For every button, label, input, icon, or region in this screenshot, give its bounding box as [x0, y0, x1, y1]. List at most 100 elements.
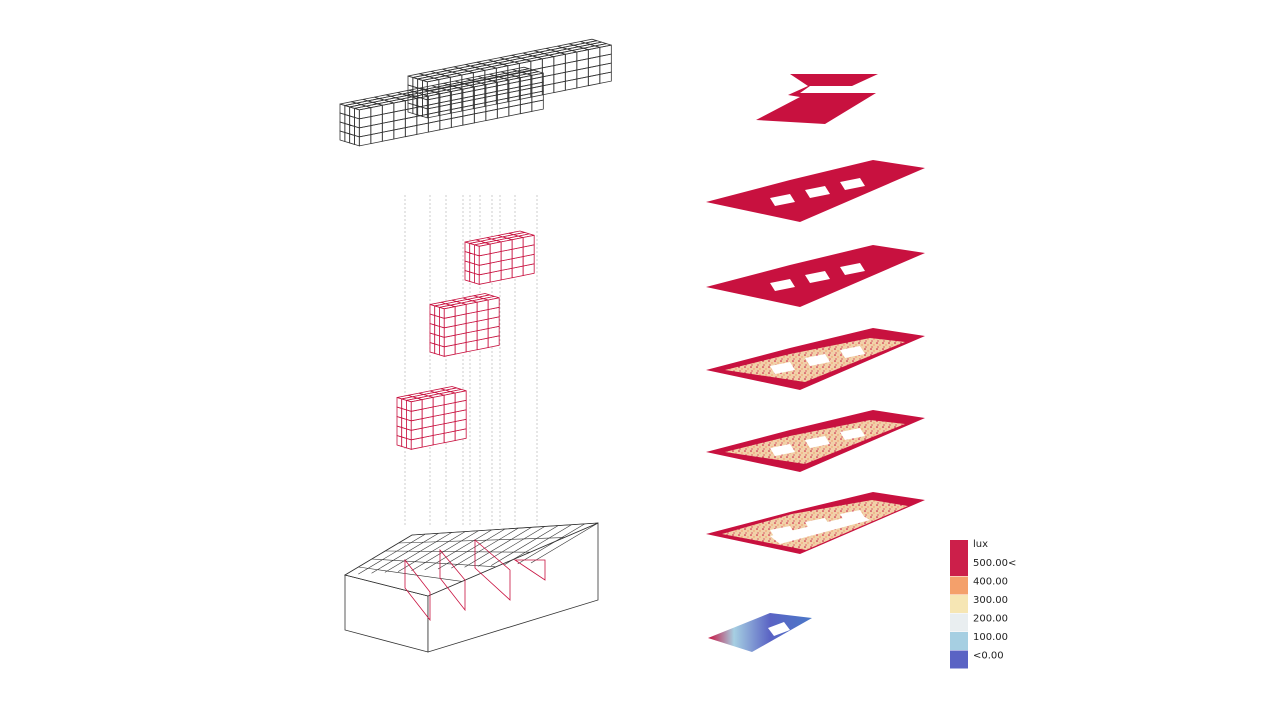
- lux-legend: lux 500.00< 400.00 300.00 200.00 100.00 <0.00: [950, 539, 1016, 669]
- base-block: [343, 522, 599, 653]
- base-grid-line: [344, 574, 429, 597]
- base-void-outline: [474, 539, 511, 601]
- plate-surface: [708, 613, 812, 652]
- plate-void: [840, 428, 865, 440]
- legend-label: 400.00: [973, 577, 1008, 588]
- cluster-middle-cell: [443, 306, 456, 319]
- floor-plate-3: [706, 245, 925, 307]
- legend-label: <0.00: [973, 651, 1004, 662]
- base-grid-line: [344, 534, 413, 576]
- base-grid-line: [517, 523, 585, 565]
- cluster-upper-cell: [464, 241, 471, 254]
- base-top-grid: [344, 522, 599, 597]
- legend-label: 200.00: [973, 614, 1008, 625]
- top-block-rear-cell: [599, 44, 612, 57]
- base-grid-line: [490, 525, 559, 566]
- base-grid-line: [530, 522, 599, 564]
- top-block-front-cell: [349, 106, 355, 118]
- plate-void: [805, 271, 830, 283]
- top-block-front-cell: [354, 107, 360, 120]
- red-module-clusters: [396, 230, 535, 450]
- cluster-upper-cell: [478, 243, 491, 257]
- floor-plate-6: [706, 492, 925, 554]
- cluster-lower-cell: [443, 392, 456, 406]
- plate-void: [770, 362, 795, 374]
- plate-void: [770, 444, 795, 456]
- base-grid-line: [358, 566, 463, 582]
- legend-swatch: [950, 650, 968, 669]
- base-grid-line: [477, 526, 546, 567]
- cluster-upper-cell: [489, 241, 502, 255]
- top-block-rear-cell: [541, 56, 555, 69]
- cluster-lower-cell: [432, 394, 445, 408]
- base-grid-line: [358, 533, 426, 575]
- base-grid-line: [411, 530, 479, 571]
- legend-swatch: [950, 558, 968, 576]
- top-block-rear-cell: [587, 46, 601, 60]
- top-block-rear-cell: [412, 76, 419, 89]
- floor-plate-5: [706, 410, 925, 472]
- cluster-middle-cell: [439, 306, 445, 319]
- base-void-outline: [513, 559, 546, 581]
- plate-void: [805, 354, 830, 366]
- top-block-front-cell: [344, 104, 351, 117]
- plate-void: [770, 194, 795, 206]
- base-grid-line: [504, 524, 572, 565]
- base-grid-line: [384, 532, 453, 573]
- exploded-building-axonometric: [339, 38, 612, 653]
- plate-void: [840, 263, 865, 275]
- top-block-rear-cell: [564, 51, 578, 64]
- cluster-upper-cell: [500, 239, 513, 252]
- base-grid-line: [371, 533, 439, 574]
- top-block-rear-cell: [407, 75, 414, 88]
- cluster-lower-cell: [454, 390, 467, 404]
- cluster-middle-cell: [434, 305, 440, 318]
- top-block-front-cell: [358, 107, 372, 120]
- cluster-middle-cell: [454, 303, 467, 317]
- base-grid-line: [398, 537, 565, 544]
- plate-surface: [756, 74, 878, 124]
- top-block-rear-cell: [530, 58, 543, 71]
- cluster-middle-cell: [429, 303, 436, 316]
- cluster-middle-cell: [465, 301, 478, 315]
- legend-label: 500.00<: [973, 558, 1016, 569]
- suspension-lines: [404, 195, 538, 525]
- cluster-lower-cell: [410, 399, 423, 412]
- cluster-upper-cell: [511, 237, 524, 250]
- plate-void: [768, 622, 790, 636]
- base-red-voids: [404, 539, 546, 622]
- legend-swatch: [950, 576, 968, 595]
- base-void-outline: [439, 548, 466, 612]
- cluster-lower-cell: [406, 399, 412, 412]
- cluster-upper-cell: [469, 242, 475, 255]
- top-block-front-cell: [393, 100, 406, 113]
- cluster-upper-cell: [522, 234, 535, 248]
- top-block-front-cell: [381, 102, 395, 115]
- legend-label: 100.00: [973, 632, 1008, 643]
- legend-swatch: [950, 595, 968, 613]
- base-grid-line: [411, 522, 599, 536]
- cluster-middle-cell: [487, 297, 500, 311]
- floor-plate-4: [706, 328, 925, 390]
- floor-plate-7: [708, 613, 812, 652]
- base-grid-line: [437, 528, 506, 570]
- cluster-middle-cell: [476, 299, 489, 313]
- plate-void: [805, 436, 830, 448]
- top-block-grid: [339, 38, 612, 147]
- legend-swatch-top: [950, 540, 968, 558]
- legend-label: 300.00: [973, 595, 1008, 606]
- legend-unit: lux: [973, 539, 988, 550]
- top-block-front-cell: [370, 104, 383, 118]
- cluster-lower-cell: [421, 396, 434, 410]
- cluster-lower-cell: [401, 398, 407, 411]
- cluster-upper-cell: [474, 244, 480, 257]
- plate-void: [770, 279, 795, 291]
- plate-void: [770, 514, 870, 544]
- top-block-rear-cell: [553, 53, 566, 67]
- base-grid-line: [464, 527, 532, 568]
- illuminance-floor-plates: [706, 74, 925, 652]
- legend-swatch: [950, 613, 968, 632]
- base-void-outline: [404, 558, 431, 622]
- floor-plate-2: [706, 160, 925, 222]
